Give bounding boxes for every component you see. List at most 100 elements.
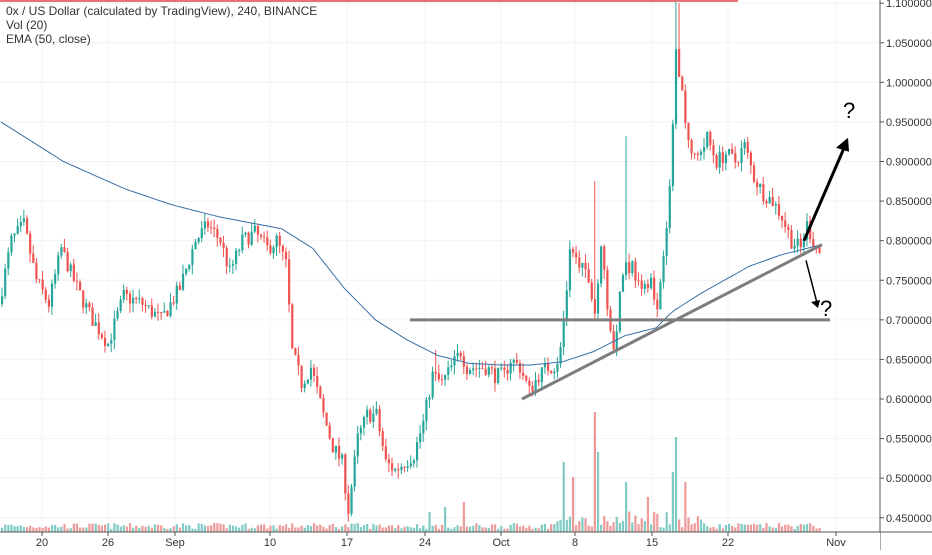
volume-bar xyxy=(459,526,462,532)
volume-bar xyxy=(712,526,715,532)
volume-bar xyxy=(235,526,238,532)
candle-body xyxy=(450,365,453,368)
volume-bar xyxy=(328,525,331,532)
candle-body xyxy=(590,282,593,300)
volume-bar xyxy=(325,528,328,532)
grid xyxy=(0,0,880,532)
candle-body xyxy=(378,409,381,432)
time-tick-label: Sep xyxy=(165,537,185,549)
candle-body xyxy=(22,218,26,223)
time-tick-label: Oct xyxy=(492,537,509,549)
candle-body xyxy=(703,146,706,152)
up-arrow[interactable] xyxy=(802,145,847,242)
candle-body xyxy=(225,247,228,267)
volume-bar xyxy=(603,515,606,532)
volume-bar xyxy=(353,523,356,532)
volume-bar xyxy=(7,525,10,532)
volume-bar xyxy=(69,528,72,532)
volume-bar xyxy=(147,525,150,532)
candle-body xyxy=(54,274,57,284)
support-trend-line[interactable] xyxy=(521,243,823,401)
candle-body xyxy=(16,226,19,234)
volume-bar xyxy=(119,526,122,532)
volume-bar xyxy=(97,524,100,532)
candle-body xyxy=(188,264,191,270)
volume-bar xyxy=(331,523,334,532)
volume-bar xyxy=(94,523,97,532)
legend-volume[interactable]: Vol (20) xyxy=(6,18,48,32)
volume-bar xyxy=(82,527,85,532)
candle-body xyxy=(612,330,615,350)
price-axis[interactable]: 1.100000 1.050000 1.000000 0.950000 0.900000… xyxy=(880,0,932,525)
volume-bar xyxy=(790,526,793,532)
volume-bar xyxy=(125,526,128,532)
candle-body xyxy=(500,367,503,369)
candle-body xyxy=(132,297,135,304)
volume-bar xyxy=(481,527,484,532)
volume-bar xyxy=(366,524,369,532)
legend-symbol[interactable]: 0x / US Dollar (calculated by TradingVie… xyxy=(6,4,318,18)
down-arrow-head xyxy=(811,299,820,308)
candle-body xyxy=(790,230,793,249)
candle-body xyxy=(322,398,325,413)
volume-bar xyxy=(606,521,609,532)
volume-bar xyxy=(522,525,525,532)
top-accent-bar xyxy=(0,0,738,2)
candle-body xyxy=(818,247,821,254)
volume-bar xyxy=(625,482,628,532)
volume-bar xyxy=(384,527,387,532)
volume-bar xyxy=(731,525,734,532)
candle-body xyxy=(231,263,235,266)
candle-body xyxy=(103,337,107,346)
candle-body xyxy=(369,409,372,423)
volume-bar xyxy=(313,523,316,532)
volume-bar xyxy=(690,524,693,532)
candle-body xyxy=(746,141,749,153)
candle-body xyxy=(41,279,44,290)
candle-body xyxy=(562,319,565,348)
volume-bar xyxy=(206,526,210,532)
candle-body xyxy=(147,305,150,307)
volume-bar xyxy=(422,525,425,532)
volume-bar xyxy=(781,526,784,532)
volume-bar xyxy=(297,527,300,532)
candle-body xyxy=(178,285,182,290)
candle-body xyxy=(300,365,303,388)
volume-bar xyxy=(79,527,82,532)
candle-body xyxy=(721,152,724,164)
candle-body xyxy=(465,366,469,374)
volume-bar xyxy=(671,472,674,532)
volume-bar xyxy=(175,524,178,532)
candle-body xyxy=(110,339,113,344)
volume-bar xyxy=(85,527,88,532)
volume-bar xyxy=(362,525,366,532)
volume-bar xyxy=(35,527,38,532)
volume-bar xyxy=(228,524,231,532)
volume-bar xyxy=(63,524,66,532)
candle-body xyxy=(91,307,94,326)
candle-body xyxy=(709,131,712,146)
candle-body xyxy=(596,283,600,314)
candle-body xyxy=(19,222,22,227)
volume-bar xyxy=(281,525,284,532)
candle-body xyxy=(481,367,484,369)
volume-bar xyxy=(431,525,434,532)
candle-body xyxy=(244,232,247,235)
candle-body xyxy=(734,153,737,163)
volume-bar xyxy=(172,526,175,532)
volume-bar xyxy=(306,525,309,532)
volume-bar xyxy=(10,524,13,532)
volume-bar xyxy=(13,526,16,532)
legend-ema[interactable]: EMA (50, close) xyxy=(6,32,91,46)
candle-body xyxy=(269,245,272,254)
volume-bar xyxy=(256,525,260,532)
candle-body xyxy=(512,359,515,363)
price-tick-label: 1.000000 xyxy=(886,77,932,89)
volume-bar xyxy=(796,525,799,532)
volume-bar xyxy=(57,527,60,532)
down-arrow[interactable] xyxy=(805,260,818,304)
candle-body xyxy=(35,262,38,280)
time-axis[interactable]: 20 26 Sep 10 17 24 Oct 8 15 22 Nov xyxy=(0,531,932,550)
